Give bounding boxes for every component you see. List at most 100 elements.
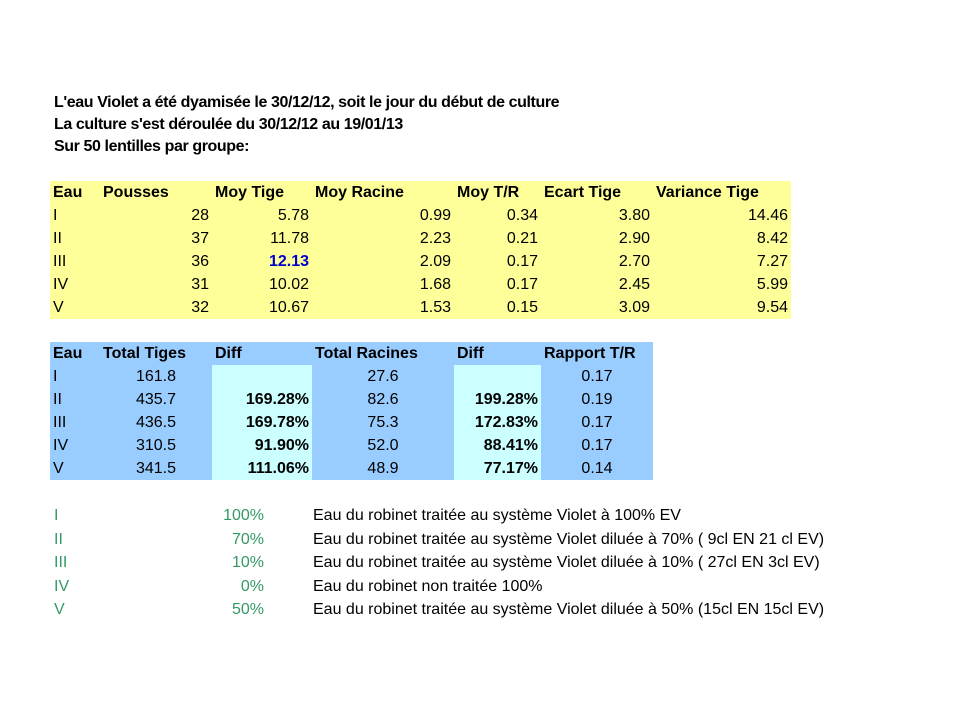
cell-eau: II <box>50 388 100 411</box>
cell-total-tiges: 341.5 <box>100 457 212 480</box>
stats-table-header: Eau Pousses Moy Tige Moy Racine Moy T/R … <box>50 181 791 204</box>
cell-total-racines: 48.9 <box>312 457 454 480</box>
cell-moy-tige: 10.67 <box>268 298 309 316</box>
cell-total-racines: 75.3 <box>312 411 454 434</box>
cell-ecart-tige: 2.70 <box>618 252 650 270</box>
cell-eau: V <box>53 298 64 316</box>
legend-code: III <box>54 554 68 571</box>
col-diff-racines: Diff <box>454 342 541 365</box>
col-rapport-tr: Rapport T/R <box>541 342 653 365</box>
cell-total-tiges: 435.7 <box>100 388 212 411</box>
cell-eau: V <box>50 457 100 480</box>
cell-moy-tige: 5.78 <box>277 206 309 224</box>
cell-rapport-tr: 0.19 <box>541 388 653 411</box>
cell-ecart-tige: 3.09 <box>618 298 650 316</box>
table-row: V 341.5 111.06% 48.9 77.17% 0.14 <box>50 457 653 480</box>
table-row: II 435.7 169.28% 82.6 199.28% 0.19 <box>50 388 653 411</box>
table-row: III 36 12.13 2.09 0.17 2.70 7.27 <box>50 250 791 273</box>
cell-moy-racine: 1.68 <box>419 275 451 293</box>
col-moy-tr: Moy T/R <box>457 183 520 201</box>
cell-diff-racines: 77.17% <box>454 457 541 480</box>
cell-variance-tige: 14.46 <box>747 206 788 224</box>
stats-table: Eau Pousses Moy Tige Moy Racine Moy T/R … <box>50 181 791 319</box>
legend-code: I <box>54 507 59 524</box>
legend-code: IV <box>54 577 70 595</box>
cell-diff-racines: 199.28% <box>454 388 541 411</box>
cell-eau: III <box>53 252 67 270</box>
intro-line-2: La culture s'est déroulée du 30/12/12 au… <box>54 116 403 133</box>
cell-pousses: 37 <box>191 229 209 247</box>
legend-code: II <box>54 530 63 548</box>
col-variance-tige: Variance Tige <box>656 183 759 201</box>
cell-variance-tige: 5.99 <box>756 275 788 293</box>
legend-pct: 10% <box>231 554 264 571</box>
cell-variance-tige: 7.27 <box>756 252 788 270</box>
legend-desc: Eau du robinet traitée au système Violet… <box>313 554 820 571</box>
totals-table-header: Eau Total Tiges Diff Total Racines Diff … <box>50 342 653 365</box>
cell-moy-tr: 0.17 <box>506 275 538 293</box>
col-moy-racine: Moy Racine <box>315 183 404 201</box>
col-eau: Eau <box>53 183 83 201</box>
cell-diff-racines: 88.41% <box>454 434 541 457</box>
cell-total-tiges: 310.5 <box>100 434 212 457</box>
cell-moy-tr: 0.21 <box>506 229 538 247</box>
cell-diff-tiges: 91.90% <box>212 434 312 457</box>
cell-moy-tige-highlight: 12.13 <box>268 252 309 270</box>
cell-eau: IV <box>53 275 69 293</box>
cell-moy-tr: 0.34 <box>506 206 538 224</box>
cell-diff-tiges: 111.06% <box>212 457 312 480</box>
cell-ecart-tige: 2.45 <box>618 275 650 293</box>
cell-total-racines: 82.6 <box>312 388 454 411</box>
cell-diff-tiges: 169.78% <box>212 411 312 434</box>
legend-pct: 50% <box>231 601 264 618</box>
cell-eau: I <box>50 365 100 388</box>
col-diff-tiges: Diff <box>212 342 312 365</box>
totals-table: Eau Total Tiges Diff Total Racines Diff … <box>50 342 653 480</box>
table-row: IV 31 10.02 1.68 0.17 2.45 5.99 <box>50 273 791 296</box>
table-row: I 161.8 27.6 0.17 <box>50 365 653 388</box>
cell-moy-tr: 0.17 <box>506 252 538 270</box>
cell-moy-racine: 0.99 <box>419 206 451 224</box>
cell-pousses: 31 <box>191 275 209 293</box>
cell-rapport-tr: 0.14 <box>541 457 653 480</box>
legend-code: V <box>54 601 65 618</box>
legend-desc: Eau du robinet traitée au système Violet… <box>313 601 825 618</box>
cell-eau: IV <box>50 434 100 457</box>
cell-rapport-tr: 0.17 <box>541 411 653 434</box>
table-row: V 32 10.67 1.53 0.15 3.09 9.54 <box>50 296 791 319</box>
cell-moy-racine: 2.09 <box>419 252 451 270</box>
cell-pousses: 32 <box>191 298 209 316</box>
cell-variance-tige: 9.54 <box>756 298 788 316</box>
cell-total-racines: 27.6 <box>312 365 454 388</box>
table-row: III 436.5 169.78% 75.3 172.83% 0.17 <box>50 411 653 434</box>
table-row: I 28 5.78 0.99 0.34 3.80 14.46 <box>50 204 791 227</box>
cell-rapport-tr: 0.17 <box>541 365 653 388</box>
table-row: IV 310.5 91.90% 52.0 88.41% 0.17 <box>50 434 653 457</box>
cell-ecart-tige: 2.90 <box>618 229 650 247</box>
cell-pousses: 36 <box>191 252 209 270</box>
legend-desc: Eau du robinet traitée au système Violet… <box>313 507 681 524</box>
intro-line-3: Sur 50 lentilles par groupe: <box>54 138 250 155</box>
legend-desc: Eau du robinet traitée au système Violet… <box>313 530 825 548</box>
cell-total-tiges: 436.5 <box>100 411 212 434</box>
cell-pousses: 28 <box>191 206 209 224</box>
cell-eau: II <box>53 229 62 247</box>
col-total-racines: Total Racines <box>312 342 454 365</box>
legend-desc: Eau du robinet non traitée 100% <box>313 577 543 595</box>
col-eau: Eau <box>50 342 100 365</box>
cell-diff-racines: 172.83% <box>454 411 541 434</box>
cell-rapport-tr: 0.17 <box>541 434 653 457</box>
cell-eau: I <box>53 206 58 224</box>
cell-total-racines: 52.0 <box>312 434 454 457</box>
intro-text: L'eau Violet a été dyamisée le 30/12/12,… <box>54 92 560 158</box>
legend-pct: 100% <box>223 507 264 524</box>
cell-eau: III <box>50 411 100 434</box>
cell-moy-tige: 10.02 <box>268 275 309 293</box>
intro-line-1: L'eau Violet a été dyamisée le 30/12/12,… <box>54 94 560 111</box>
legend-pct: 70% <box>231 530 264 548</box>
cell-moy-tige: 11.78 <box>270 229 309 247</box>
cell-diff-tiges <box>212 365 312 388</box>
cell-moy-racine: 1.53 <box>419 298 451 316</box>
cell-ecart-tige: 3.80 <box>618 206 650 224</box>
cell-moy-tr: 0.15 <box>506 298 538 316</box>
